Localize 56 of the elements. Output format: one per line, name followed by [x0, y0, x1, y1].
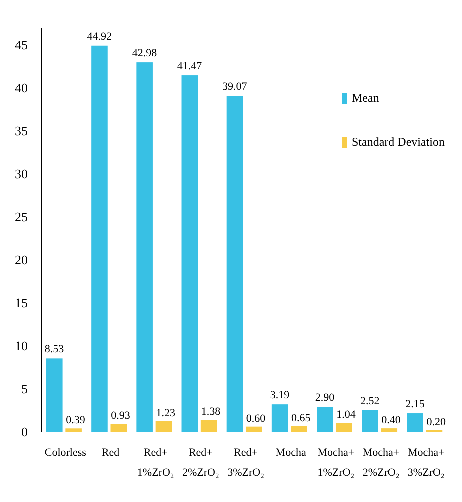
text: 8.53	[44, 344, 64, 356]
text: 44.92	[87, 30, 112, 43]
bar	[407, 414, 424, 432]
bar	[317, 407, 334, 432]
x-tick-label: Colorless	[44, 447, 86, 459]
text: 42.98	[132, 48, 158, 60]
text: 2.90	[315, 392, 335, 404]
bar	[362, 410, 378, 432]
bar	[381, 428, 398, 432]
text: 0.93	[111, 410, 130, 422]
y-tick-label: 45	[15, 38, 28, 53]
x-tick-label: Mocha+ 3%ZrO₂	[408, 447, 445, 479]
text: 39.07	[222, 81, 248, 94]
bar	[272, 404, 288, 432]
text: 0.65	[292, 412, 311, 424]
legend-label: Mean	[352, 91, 380, 106]
x-tick-label: Mocha	[276, 447, 306, 459]
text: 41.47	[177, 60, 202, 73]
bar	[226, 96, 244, 432]
text: 1.23	[156, 407, 176, 420]
y-tick-label: 10	[15, 338, 28, 354]
y-tick-label: 35	[15, 124, 28, 139]
y-tick-label: 40	[15, 80, 28, 96]
bar	[92, 46, 108, 432]
y-tick-label: 25	[15, 210, 28, 225]
text: 0.60	[246, 412, 266, 425]
text: 0.39	[66, 414, 86, 427]
y-tick-label: 5	[22, 382, 28, 397]
bar	[46, 358, 63, 432]
text: 0.40	[382, 414, 401, 427]
text: 2.15	[406, 398, 425, 411]
bar	[136, 62, 153, 432]
x-tick-label: Mocha+ 2%ZrO₂	[362, 447, 400, 479]
y-tick-label: 15	[15, 296, 28, 311]
x-tick-label: Mocha+ 1%ZrO₂	[318, 447, 355, 479]
x-tick-label: Red+ 3%ZrO₂	[228, 447, 265, 479]
x-tick-label: Red+ 2%ZrO₂	[182, 447, 220, 479]
legend-label: Standard Deviation	[352, 135, 445, 150]
y-tick-label: 20	[15, 252, 28, 268]
text: 1.04	[336, 409, 356, 422]
x-tick-label: Red	[102, 447, 120, 459]
bar	[200, 420, 218, 432]
bar	[336, 423, 352, 432]
y-tick-label: 0	[22, 424, 28, 440]
x-tick-label: Red+ 1%ZrO₂	[137, 447, 174, 479]
text: 1.38	[201, 406, 221, 418]
bar	[156, 421, 172, 432]
bar	[291, 426, 308, 432]
text: 2.52	[360, 395, 380, 408]
bar	[182, 76, 198, 432]
text: 0.20	[426, 416, 446, 428]
bar	[110, 424, 128, 432]
text: 3.19	[270, 390, 290, 402]
y-tick-label: 30	[15, 166, 28, 182]
bar	[66, 428, 82, 432]
bar	[246, 426, 262, 432]
